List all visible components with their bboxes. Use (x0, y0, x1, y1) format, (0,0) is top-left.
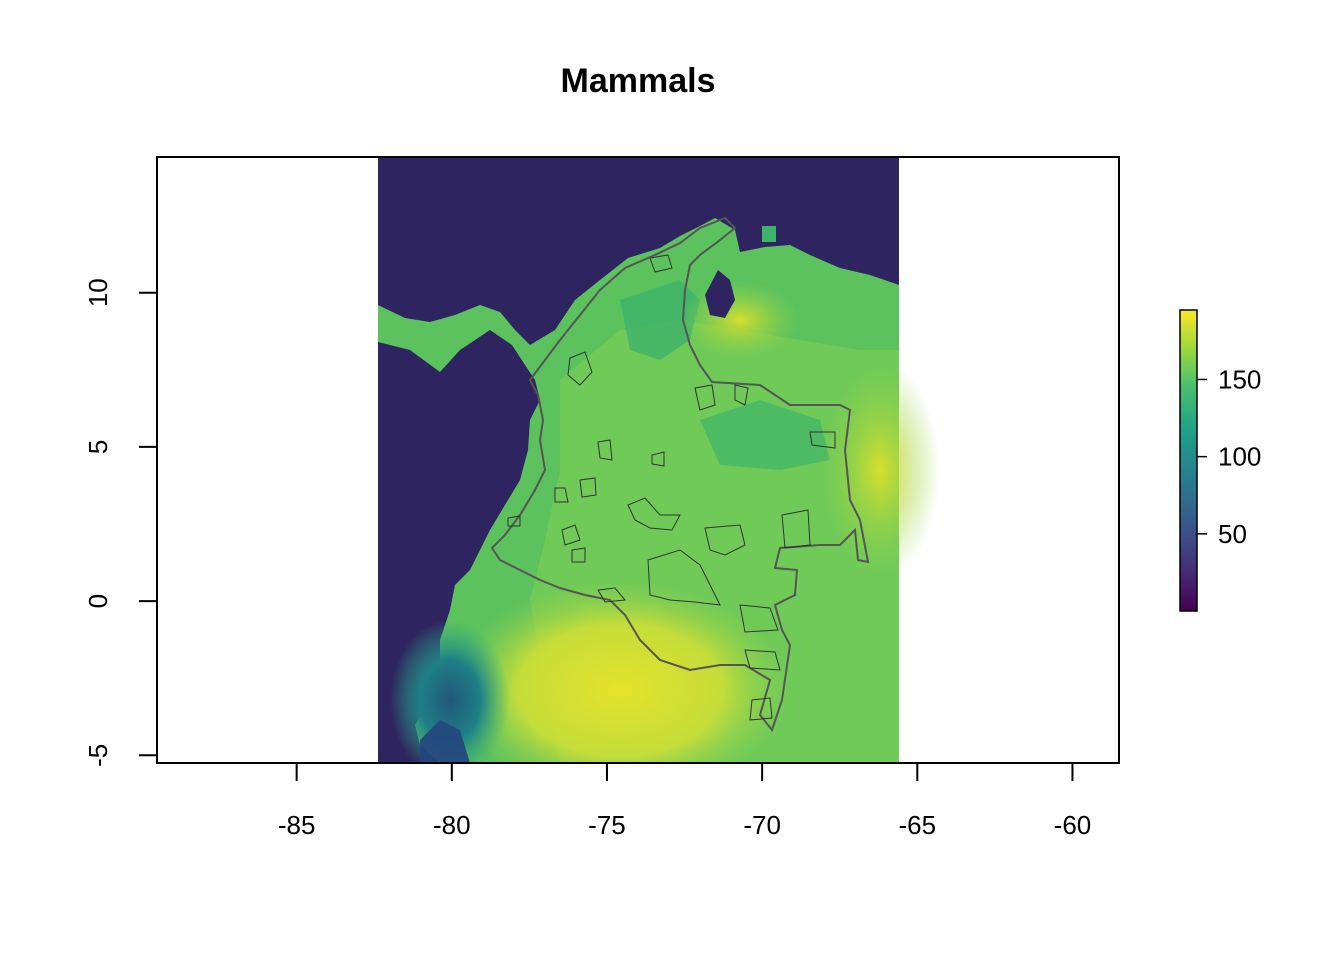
protected-areas (507, 254, 836, 721)
y-tick-label: 10 (83, 278, 113, 307)
y-tick-label: -5 (83, 744, 113, 767)
y-tick-label: 0 (83, 594, 113, 608)
y-tick-label: 5 (83, 440, 113, 454)
colorbar-legend: 50 100 150 (1179, 309, 1261, 612)
colorbar-tick-label: 150 (1218, 364, 1261, 394)
x-axis: -85 -80 -75 -70 -65 -60 (278, 762, 1092, 840)
chart-title: Mammals (561, 62, 716, 100)
x-tick-label: -70 (743, 810, 781, 840)
x-tick-label: -85 (278, 810, 316, 840)
x-tick-label: -60 (1054, 810, 1092, 840)
x-tick-label: -65 (899, 810, 937, 840)
colorbar-tick-label: 100 (1218, 442, 1261, 472)
country-border (490, 216, 870, 733)
richness-raster (378, 157, 940, 763)
x-tick-label: -75 (588, 810, 626, 840)
colorbar-tick-label: 50 (1218, 519, 1247, 549)
colorbar (1179, 309, 1198, 612)
y-axis: -5 0 5 10 (83, 278, 158, 767)
x-tick-label: -80 (433, 810, 471, 840)
colorbar-ticks: 50 100 150 (1197, 364, 1261, 549)
